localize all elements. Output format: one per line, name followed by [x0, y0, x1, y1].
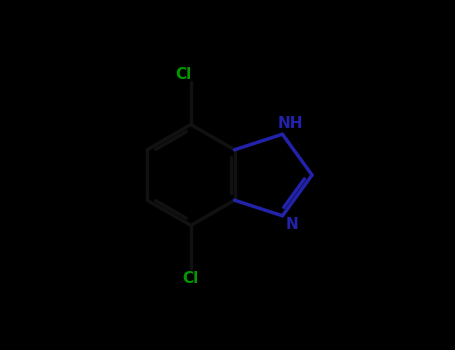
Text: Cl: Cl [183, 271, 199, 286]
Text: NH: NH [278, 116, 303, 131]
Text: Cl: Cl [176, 67, 192, 82]
Text: N: N [285, 217, 298, 232]
